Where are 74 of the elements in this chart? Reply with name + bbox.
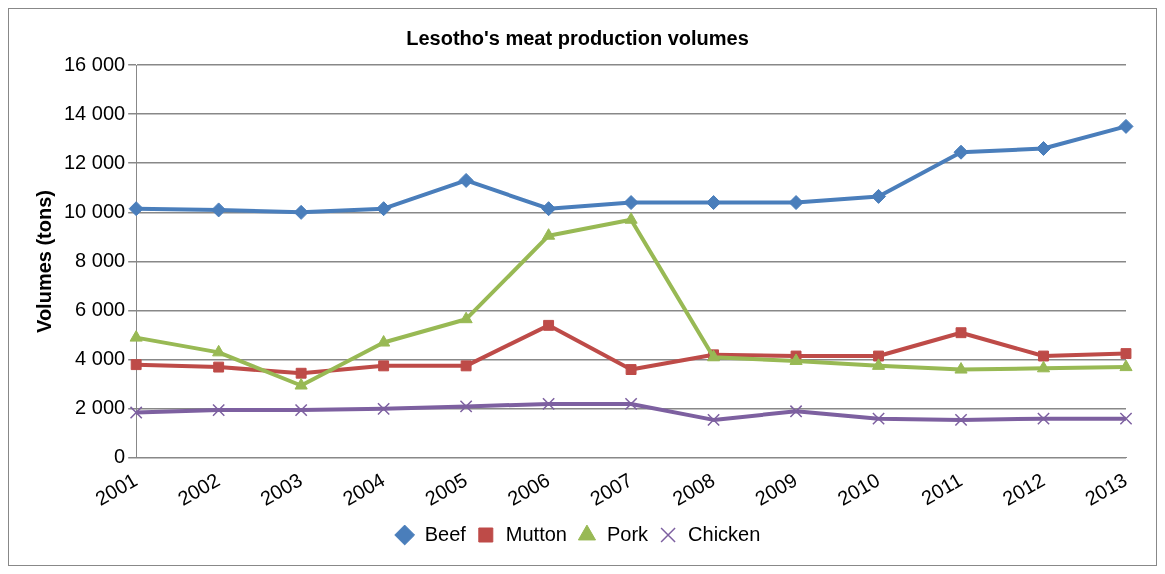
point — [872, 412, 885, 426]
point — [542, 397, 556, 411]
y-axis-title: Volumes (tons) — [32, 190, 55, 333]
point — [377, 402, 391, 416]
point — [213, 361, 225, 373]
y-tick-label: 14 000 — [64, 101, 126, 124]
point — [129, 330, 143, 342]
point — [459, 311, 473, 324]
point — [1119, 359, 1133, 372]
point — [1036, 360, 1051, 373]
point — [1118, 118, 1134, 134]
point — [871, 358, 886, 370]
point — [624, 212, 638, 224]
point — [873, 350, 884, 362]
point — [1119, 412, 1133, 426]
x-tick-label: 2011 — [917, 468, 966, 510]
point — [294, 378, 308, 390]
point — [541, 201, 557, 217]
point — [624, 397, 638, 411]
point — [954, 362, 968, 374]
x-tick-label: 2010 — [833, 468, 884, 510]
x-tick-label: 2006 — [503, 468, 554, 510]
legend-label: Pork — [606, 522, 650, 545]
x-tick-label: 2007 — [586, 468, 636, 510]
point — [543, 319, 555, 331]
x-tick-label: 2002 — [173, 468, 224, 510]
x-tick-label: 2009 — [751, 468, 801, 510]
y-tick-label: 4 000 — [75, 347, 126, 370]
y-tick-label: 16 000 — [64, 52, 126, 75]
point — [376, 201, 392, 217]
point — [293, 204, 309, 220]
point — [212, 344, 226, 357]
x-tick-label: 2013 — [1081, 468, 1131, 510]
point — [295, 367, 307, 379]
point — [458, 172, 474, 188]
x-tick-label: 2004 — [338, 468, 389, 510]
point — [211, 202, 227, 218]
point — [294, 403, 308, 417]
point — [788, 195, 804, 211]
chart-title: Lesotho's meat production volumes — [406, 26, 749, 49]
point — [955, 327, 967, 339]
y-tick-label: 10 000 — [64, 199, 126, 222]
point — [1038, 350, 1049, 362]
point — [459, 399, 473, 413]
legend-label: Chicken — [688, 522, 761, 545]
x-tick-label: 2001 — [91, 468, 141, 510]
x-tick-label: 2008 — [668, 468, 719, 510]
point — [623, 195, 639, 211]
y-tick-label: 2 000 — [75, 396, 126, 419]
point — [706, 195, 722, 211]
y-tick-label: 0 — [114, 445, 126, 468]
x-tick-label: 2003 — [256, 468, 306, 510]
y-tick-label: 12 000 — [64, 150, 126, 173]
x-tick-label: 2012 — [998, 468, 1049, 510]
point — [1036, 141, 1052, 157]
legend-label: Mutton — [505, 522, 567, 545]
point — [953, 144, 969, 160]
point — [1120, 348, 1132, 360]
legend-label: Beef — [424, 522, 467, 545]
point — [377, 335, 391, 347]
point — [625, 364, 637, 375]
point — [378, 360, 390, 372]
point — [789, 404, 803, 418]
y-tick-label: 8 000 — [75, 249, 126, 271]
x-tick-label: 2005 — [421, 468, 471, 510]
point — [460, 360, 472, 372]
point — [212, 403, 226, 417]
point — [871, 188, 887, 204]
point — [128, 201, 144, 217]
point — [542, 228, 556, 240]
point — [707, 413, 720, 427]
y-tick-label: 6 000 — [75, 298, 126, 321]
point — [954, 413, 968, 427]
point — [1037, 412, 1050, 426]
